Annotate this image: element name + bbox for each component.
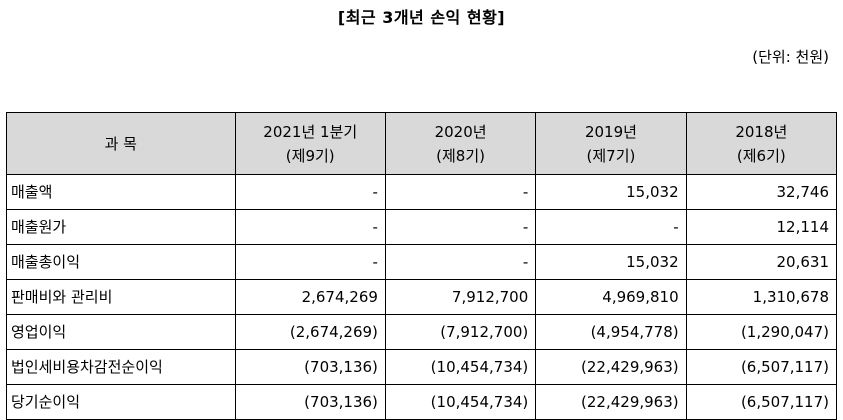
row-value: (10,454,734) xyxy=(384,384,537,420)
header-label: 과 목 xyxy=(6,112,236,175)
row-value: 2,674,269 xyxy=(234,279,386,315)
row-value: (4,954,778) xyxy=(535,314,687,350)
row-value: 15,032 xyxy=(535,174,687,210)
header-year: 2020년 xyxy=(434,122,487,141)
row-value: - xyxy=(234,209,386,245)
header-term: (제9기) xyxy=(285,146,335,165)
row-value: - xyxy=(234,244,386,280)
row-value: (7,912,700) xyxy=(384,314,537,350)
table-row: 당기순이익 (703,136) (10,454,734) (22,429,963… xyxy=(6,384,838,420)
report-title: [최근 3개년 손익 현황] xyxy=(337,8,506,27)
table-row: 매출총이익 - - 15,032 20,631 xyxy=(6,244,838,280)
header-year: 2018년 xyxy=(735,122,788,141)
row-label: 판매비와 관리비 xyxy=(6,279,236,315)
row-value: (1,290,047) xyxy=(685,314,838,350)
table-row: 영업이익 (2,674,269) (7,912,700) (4,954,778)… xyxy=(6,314,838,350)
header-term: (제6기) xyxy=(736,146,786,165)
row-value: - xyxy=(384,174,537,210)
table-row: 법인세비용차감전순이익 (703,136) (10,454,734) (22,4… xyxy=(6,349,838,385)
row-value: - xyxy=(535,209,687,245)
header-period-2020: 2020년 (제8기) xyxy=(384,112,537,175)
header-period-2018: 2018년 (제6기) xyxy=(685,112,838,175)
row-label: 매출원가 xyxy=(6,209,236,245)
income-statement-table: 과 목 2021년 1분기 (제9기) 2020년 (제8기) 2019년 (제… xyxy=(6,112,838,420)
header-year: 2019년 xyxy=(584,122,637,141)
row-label: 법인세비용차감전순이익 xyxy=(6,349,236,385)
header-period-2019: 2019년 (제7기) xyxy=(535,112,687,175)
row-value: 32,746 xyxy=(685,174,838,210)
header-period-q1-2021: 2021년 1분기 (제9기) xyxy=(234,112,386,175)
row-value: 7,912,700 xyxy=(384,279,537,315)
row-value: 12,114 xyxy=(685,209,838,245)
row-value: 4,969,810 xyxy=(535,279,687,315)
row-label: 매출총이익 xyxy=(6,244,236,280)
row-label: 매출액 xyxy=(6,174,236,210)
row-value: - xyxy=(384,244,537,280)
row-value: - xyxy=(384,209,537,245)
table-row: 판매비와 관리비 2,674,269 7,912,700 4,969,810 1… xyxy=(6,279,838,315)
row-value: (703,136) xyxy=(234,349,386,385)
header-term: (제8기) xyxy=(436,146,486,165)
header-row: 과 목 2021년 1분기 (제9기) 2020년 (제8기) 2019년 (제… xyxy=(6,112,838,175)
row-value: - xyxy=(234,174,386,210)
row-value: 20,631 xyxy=(685,244,838,280)
row-value: (10,454,734) xyxy=(384,349,537,385)
row-value: 1,310,678 xyxy=(685,279,838,315)
row-value: (6,507,117) xyxy=(685,349,838,385)
row-value: (22,429,963) xyxy=(535,384,687,420)
header-term: (제7기) xyxy=(586,146,636,165)
table-row: 매출액 - - 15,032 32,746 xyxy=(6,174,838,210)
unit-note: (단위: 천원) xyxy=(752,48,829,66)
row-label: 영업이익 xyxy=(6,314,236,350)
row-value: (22,429,963) xyxy=(535,349,687,385)
row-value: 15,032 xyxy=(535,244,687,280)
header-year: 2021년 1분기 xyxy=(263,122,358,141)
row-label: 당기순이익 xyxy=(6,384,236,420)
row-value: (2,674,269) xyxy=(234,314,386,350)
row-value: (703,136) xyxy=(234,384,386,420)
row-value: (6,507,117) xyxy=(685,384,838,420)
table-row: 매출원가 - - - 12,114 xyxy=(6,209,838,245)
